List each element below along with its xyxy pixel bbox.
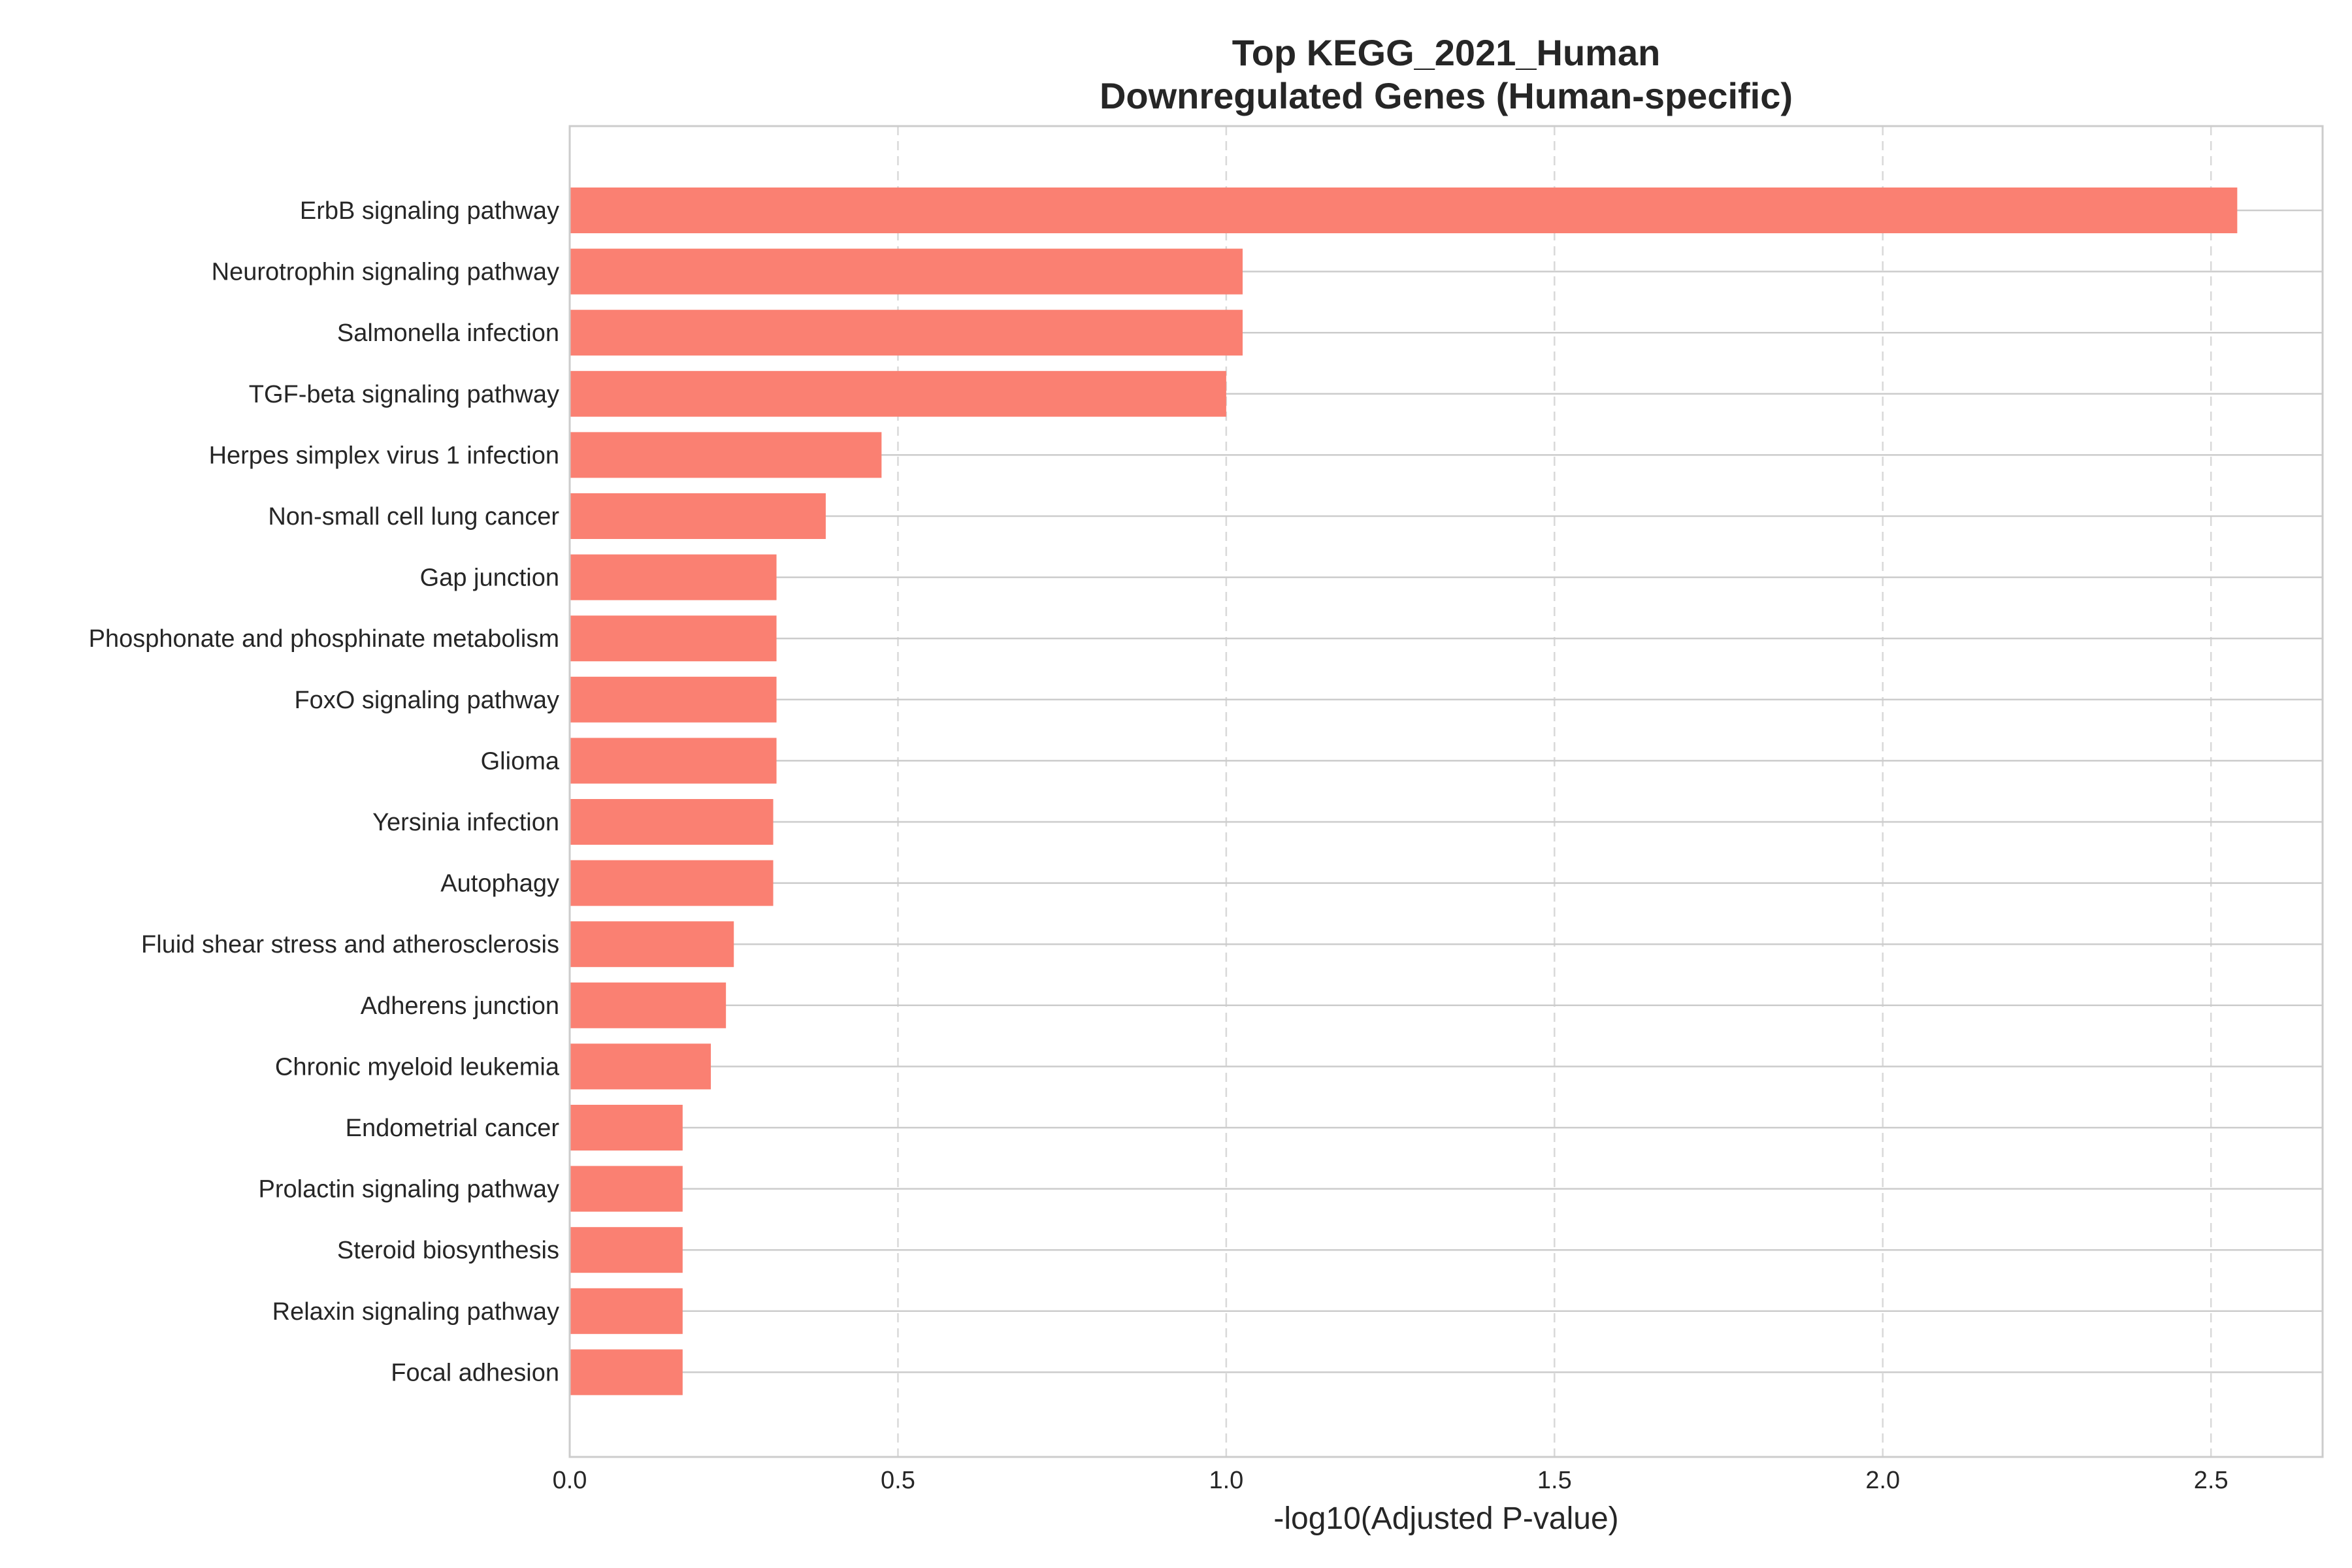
category-label-13: Adherens junction <box>361 992 559 1020</box>
bar-1 <box>570 248 1243 295</box>
category-label-10: Yersinia infection <box>372 809 559 836</box>
x-axis-label: -log10(Adjusted P-value) <box>1273 1501 1618 1536</box>
category-label-15: Endometrial cancer <box>346 1115 560 1142</box>
bar-3 <box>570 370 1226 417</box>
bar-15 <box>570 1105 683 1151</box>
bars <box>570 188 2238 1396</box>
bar-19 <box>570 1349 683 1396</box>
bar-2 <box>570 310 1243 356</box>
bar-14 <box>570 1043 711 1090</box>
category-label-4: Herpes simplex virus 1 infection <box>209 442 559 469</box>
category-label-1: Neurotrophin signaling pathway <box>212 259 559 286</box>
bar-12 <box>570 921 734 968</box>
category-labels: ErbB signaling pathway Neurotrophin signa… <box>89 197 560 1386</box>
category-label-2: Salmonella infection <box>337 319 559 347</box>
bar-18 <box>570 1288 683 1334</box>
bar-11 <box>570 860 774 906</box>
x-tick-labels: 0.0 0.5 1.0 1.5 2.0 2.5 <box>553 1467 2229 1494</box>
x-tick-label-5: 2.5 <box>2194 1467 2229 1494</box>
x-tick-label-4: 2.0 <box>1865 1467 1900 1494</box>
category-label-8: FoxO signaling pathway <box>294 687 559 714</box>
x-tick-label-2: 1.0 <box>1209 1467 1243 1494</box>
category-label-7: Phosphonate and phosphinate metabolism <box>89 625 559 653</box>
x-tick-label-0: 0.0 <box>553 1467 587 1494</box>
bar-7 <box>570 615 777 662</box>
category-label-0: ErbB signaling pathway <box>300 197 559 225</box>
category-label-11: Autophagy <box>440 870 559 898</box>
bar-8 <box>570 676 777 723</box>
bar-9 <box>570 738 777 784</box>
category-label-6: Gap junction <box>420 564 559 592</box>
category-label-17: Steroid biosynthesis <box>337 1237 559 1264</box>
bar-13 <box>570 982 727 1028</box>
bar-16 <box>570 1166 683 1212</box>
chart-title-line-1: Top KEGG_2021_Human <box>1232 32 1661 73</box>
bar-10 <box>570 799 774 845</box>
x-tick-label-1: 0.5 <box>881 1467 915 1494</box>
category-label-14: Chronic myeloid leukemia <box>275 1053 560 1081</box>
category-label-16: Prolactin signaling pathway <box>259 1176 560 1203</box>
bar-17 <box>570 1227 683 1273</box>
category-label-5: Non-small cell lung cancer <box>268 503 559 531</box>
category-label-3: TGF-beta signaling pathway <box>249 381 559 408</box>
plot-frame <box>568 125 2324 1458</box>
x-gridlines <box>897 126 2212 1457</box>
category-label-12: Fluid shear stress and atherosclerosis <box>141 931 559 958</box>
chart-title-line-2: Downregulated Genes (Human-specific) <box>1100 75 1793 116</box>
bar-6 <box>570 554 777 600</box>
bar-0 <box>570 188 2238 233</box>
category-label-19: Focal adhesion <box>391 1359 559 1386</box>
bar-5 <box>570 493 826 539</box>
x-tick-label-3: 1.5 <box>1537 1467 1572 1494</box>
category-label-9: Glioma <box>481 747 560 775</box>
category-label-18: Relaxin signaling pathway <box>272 1298 559 1326</box>
bar-4 <box>570 432 882 478</box>
y-gridlines <box>570 209 2323 1373</box>
